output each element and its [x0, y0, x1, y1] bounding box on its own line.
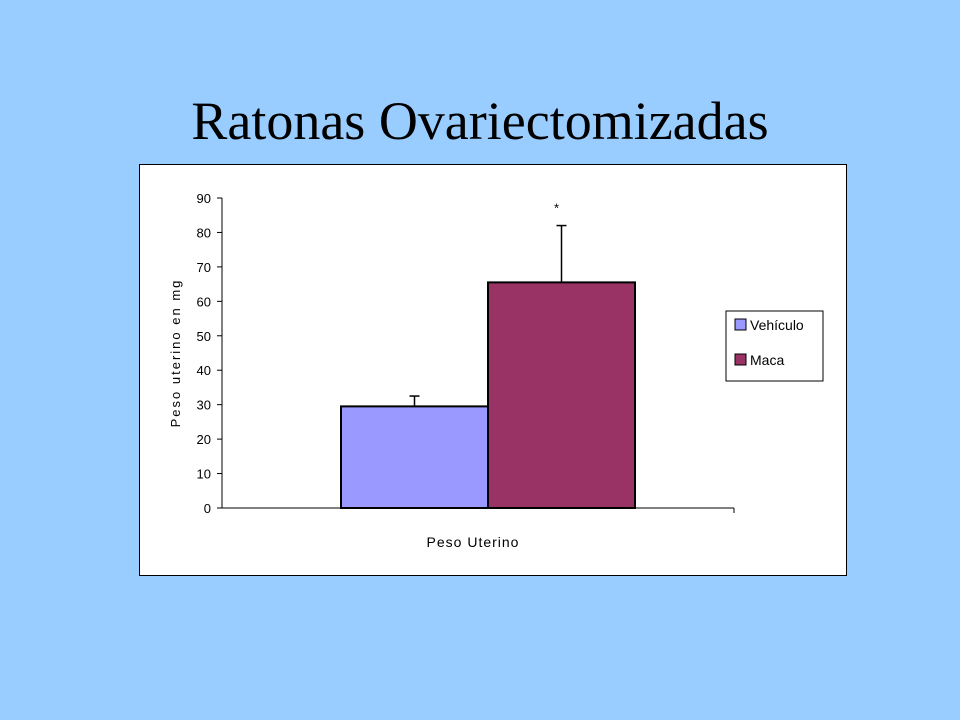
y-tick-label: 0: [204, 501, 211, 516]
bar-veh-culo: [340, 405, 489, 509]
y-tick-label: 40: [197, 363, 211, 378]
legend-label: Vehículo: [750, 317, 804, 333]
legend-swatch: [734, 318, 747, 331]
y-tick-label: 50: [197, 329, 211, 344]
y-axis-title: Peso uterino en mg: [168, 279, 183, 428]
bar-maca: [487, 281, 636, 509]
y-tick-label: 80: [197, 225, 211, 240]
significance-marker: *: [554, 201, 559, 216]
legend-swatch: [734, 353, 747, 366]
legend-label: Maca: [750, 352, 784, 368]
legend-box: [725, 310, 824, 382]
y-tick-label: 90: [197, 191, 211, 206]
y-tick-label: 70: [197, 260, 211, 275]
chart-area: 0 10 20 30 40 50 60 70 80 90 Peso uterino en mg * Pe…: [139, 164, 847, 576]
y-tick-label: 20: [197, 432, 211, 447]
bar-chart: 0 10 20 30 40 50 60 70 80 90 Peso uterino en mg * Pe…: [168, 191, 824, 550]
y-tick-label: 30: [197, 398, 211, 413]
y-tick-label: 60: [197, 294, 211, 309]
x-axis-title: Peso Uterino: [427, 534, 520, 550]
slide-title: Ratonas Ovariectomizadas: [191, 91, 769, 151]
y-tick-label: 10: [197, 467, 211, 482]
